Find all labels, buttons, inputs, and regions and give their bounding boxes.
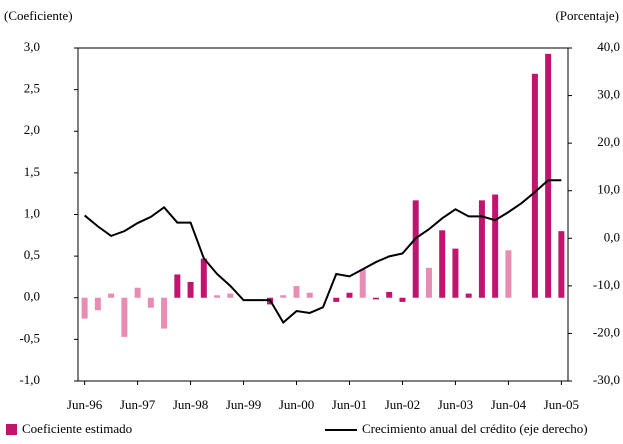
x-tick-label: Jun-03 <box>438 397 473 412</box>
bar <box>505 250 512 298</box>
y2-tick-label: 20,0 <box>597 134 620 149</box>
y-tick-label: 2,5 <box>24 81 40 96</box>
bar <box>200 258 207 298</box>
bar <box>187 281 194 298</box>
y-tick-label: -1,0 <box>19 372 40 387</box>
y-tick-label: 1,5 <box>24 164 40 179</box>
y-tick-label: 2,0 <box>24 122 40 137</box>
bar <box>399 297 406 302</box>
bar <box>412 200 419 298</box>
y-tick-label: 0,0 <box>24 289 40 304</box>
bar <box>359 269 366 298</box>
y-axis-title: (Coeficiente) <box>4 8 73 23</box>
y-tick-label: 3,0 <box>24 39 40 54</box>
bar <box>227 293 234 298</box>
bar <box>280 295 287 298</box>
bar <box>214 295 221 298</box>
line <box>83 179 562 325</box>
y-tick-label: -0,5 <box>19 330 40 345</box>
x-tick-label: Jun-04 <box>491 397 527 412</box>
bar <box>306 292 313 298</box>
legend-label: Crecimiento anual del crédito (eje derec… <box>362 421 588 436</box>
y2-tick-label: -30,0 <box>593 372 620 387</box>
bar <box>161 297 168 329</box>
bar <box>94 297 101 311</box>
legend-swatch <box>6 424 17 435</box>
y2-tick-label: 0,0 <box>604 229 620 244</box>
y2-tick-label: 40,0 <box>597 39 620 54</box>
bar <box>439 230 446 298</box>
x-tick-label: Jun-02 <box>385 397 420 412</box>
x-tick-label: Jun-05 <box>544 397 579 412</box>
x-tick-label: Jun-99 <box>226 397 261 412</box>
bar <box>545 53 552 298</box>
bar <box>108 293 115 298</box>
legend-label: Coeficiente estimado <box>22 421 132 436</box>
x-tick-label: Jun-97 <box>120 397 156 412</box>
bar <box>558 231 565 298</box>
bar <box>81 297 88 319</box>
y2-axis-title: (Porcentaje) <box>555 8 619 23</box>
bar <box>452 248 459 298</box>
bar <box>386 291 393 298</box>
y2-tick-label: 10,0 <box>597 182 620 197</box>
bar <box>492 194 499 298</box>
y2-tick-label: -10,0 <box>593 277 620 292</box>
bar <box>478 200 485 298</box>
bar <box>293 286 300 298</box>
bar <box>121 297 128 337</box>
bar <box>147 297 154 308</box>
y2-tick-label: 30,0 <box>597 87 620 102</box>
x-tick-label: Jun-98 <box>173 397 208 412</box>
y-tick-label: 0,5 <box>24 247 40 262</box>
x-tick-label: Jun-00 <box>279 397 314 412</box>
bar <box>531 73 538 298</box>
bar <box>134 287 141 298</box>
bar <box>333 297 340 302</box>
bar <box>425 267 432 298</box>
x-tick-label: Jun-01 <box>332 397 367 412</box>
bar <box>372 297 379 300</box>
x-tick-label: Jun-96 <box>67 397 103 412</box>
y-tick-label: 1,0 <box>24 205 40 220</box>
bar <box>174 274 181 298</box>
y2-tick-label: -20,0 <box>593 324 620 339</box>
bar <box>346 292 353 298</box>
bar <box>465 293 472 298</box>
